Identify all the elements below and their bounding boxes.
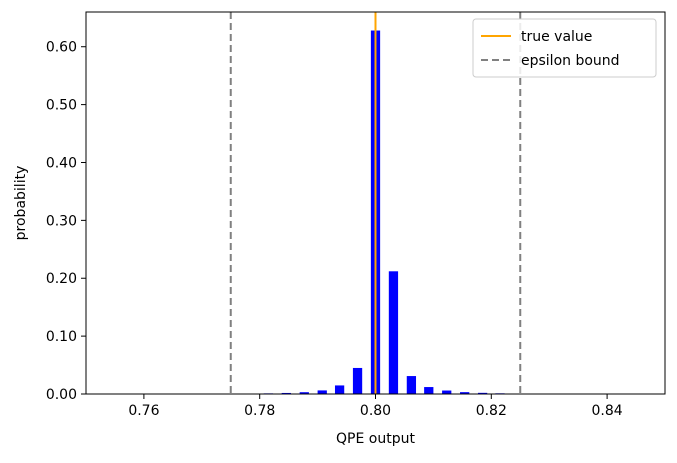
x-ticks: 0.76 0.78 0.80 0.82 0.84 (128, 394, 623, 419)
x-tick-label: 0.76 (128, 403, 159, 419)
x-tick-label: 0.80 (360, 403, 391, 419)
bar-6 (334, 385, 345, 394)
bar-9 (388, 271, 399, 394)
y-tick-label: 0.50 (46, 98, 77, 114)
bar-7 (352, 367, 363, 394)
bar-5 (317, 390, 327, 394)
y-tick-label: 0.30 (46, 213, 77, 229)
legend: true value epsilon bound (472, 18, 657, 78)
reference-lines-layer (229, 12, 522, 394)
y-tick-label: 0.00 (46, 387, 77, 403)
x-tick-label: 0.82 (476, 403, 507, 419)
x-tick-label: 0.84 (592, 403, 623, 419)
legend-box (472, 18, 657, 78)
y-tick-label: 0.60 (46, 40, 77, 56)
legend-label-0: true value (521, 29, 592, 45)
x-tick-label: 0.78 (244, 403, 275, 419)
y-axis-label: probability (13, 166, 29, 241)
y-tick-label: 0.20 (46, 271, 77, 287)
y-tick-label: 0.10 (46, 329, 77, 345)
y-ticks: 0.00 0.10 0.20 0.30 0.40 0.50 0.60 (46, 40, 86, 403)
legend-label-1: epsilon bound (521, 53, 620, 69)
bar-11 (424, 387, 434, 394)
bar-4 (299, 392, 309, 394)
bar-13 (460, 392, 470, 394)
bar-12 (442, 390, 452, 394)
x-axis-label: QPE output (336, 431, 415, 447)
bar-14 (477, 392, 488, 394)
bar-3 (281, 392, 291, 394)
y-tick-label: 0.40 (46, 155, 77, 171)
bar-10 (406, 376, 417, 394)
